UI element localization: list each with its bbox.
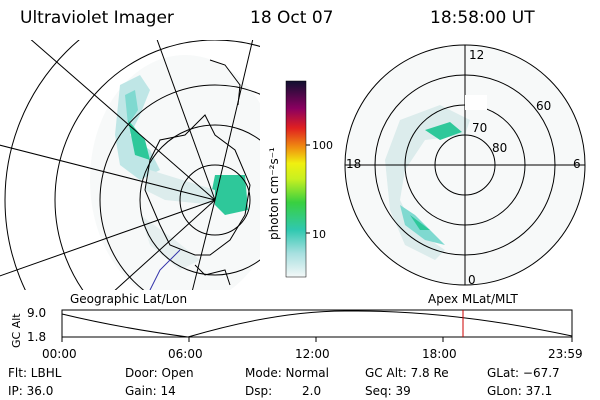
gc-altitude-status: GC Alt: 7.8 Re xyxy=(365,366,449,380)
orbit-ylabel: GC Alt xyxy=(10,313,23,348)
orbit-plot-frame xyxy=(61,309,573,338)
polar-panel-label: Apex MLat/MLT xyxy=(428,292,518,306)
aurora-emission xyxy=(115,75,248,270)
dsp-status-value: 2.0 xyxy=(302,384,322,398)
mlat-label-60: 60 xyxy=(536,99,551,113)
polar-aurora-emission xyxy=(385,105,470,260)
orbit-y-max-label: 9.0 xyxy=(27,306,46,320)
orbit-altitude-plot: GC Alt 9.0 1.8 00:00 06:00 12:00 18:00 2… xyxy=(10,306,583,360)
mlt-label-0: 0 xyxy=(468,273,476,287)
mlat-label-80: 80 xyxy=(492,141,507,155)
ip-status: IP: 36.0 xyxy=(8,384,54,398)
colorbar: 100 10 photon cm⁻²s⁻¹ xyxy=(267,80,333,278)
instrument-title: Ultraviolet Imager xyxy=(20,8,174,28)
orbit-y-min-label: 1.8 xyxy=(27,330,46,344)
orbit-xtick-0: 00:00 xyxy=(42,347,77,360)
glat-status: GLat: −67.7 xyxy=(487,366,560,380)
date-label: 18 Oct 07 xyxy=(250,8,334,28)
door-status: Door: Open xyxy=(125,366,194,380)
mlt-label-6: 6 xyxy=(573,157,581,171)
orbit-altitude-curve xyxy=(61,310,573,338)
orbit-xtick-4: 23:59 xyxy=(548,347,583,360)
geographic-panel-label: Geographic Lat/Lon xyxy=(70,292,188,306)
colorbar-unit-label: photon cm⁻²s⁻¹ xyxy=(267,147,281,240)
colorbar-tick-100: 100 xyxy=(312,139,333,152)
mlat-label-70: 70 xyxy=(472,121,487,135)
filter-status: Flt: LBHL xyxy=(8,366,62,380)
mlt-label-12: 12 xyxy=(469,48,484,62)
gain-status: Gain: 14 xyxy=(125,384,176,398)
seq-status: Seq: 39 xyxy=(365,384,411,398)
glon-status: GLon: 37.1 xyxy=(487,384,553,398)
time-label: 18:58:00 UT xyxy=(430,8,535,28)
dsp-status-label: Dsp: xyxy=(245,384,273,398)
polar-mlat-mlt-panel: 12 18 6 0 60 70 80 xyxy=(344,44,586,287)
orbit-xtick-1: 06:00 xyxy=(168,347,203,360)
geographic-map-panel xyxy=(0,40,260,290)
mlt-label-18: 18 xyxy=(346,157,361,171)
mode-status: Mode: Normal xyxy=(245,366,329,380)
orbit-xtick-3: 18:00 xyxy=(422,347,457,360)
orbit-xtick-2: 12:00 xyxy=(295,347,330,360)
colorbar-gradient xyxy=(285,80,307,278)
colorbar-tick-10: 10 xyxy=(312,228,326,241)
